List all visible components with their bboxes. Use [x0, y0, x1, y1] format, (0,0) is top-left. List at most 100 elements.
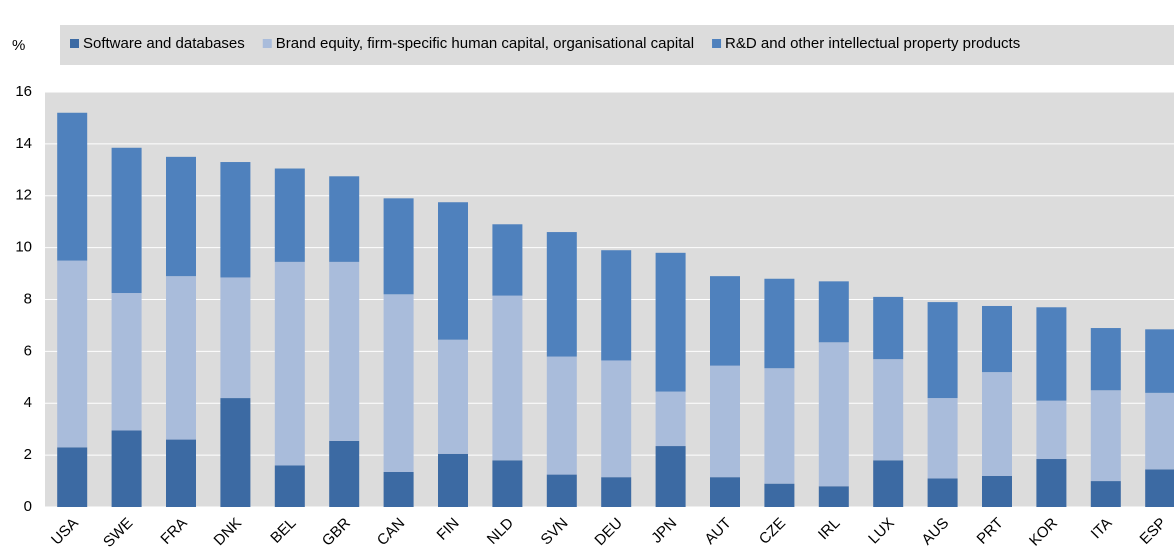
x-tick-label: ITA	[1088, 515, 1116, 543]
y-tick-label: 16	[15, 83, 32, 100]
bar-segment	[57, 260, 88, 448]
x-tick-label: CZE	[756, 515, 789, 548]
x-tick-label: LUX	[865, 515, 898, 548]
bar-segment	[1036, 307, 1067, 401]
bar-segment	[111, 293, 142, 431]
bar-segment	[873, 460, 904, 507]
bar-segment	[111, 430, 142, 507]
bar-segment	[601, 250, 632, 361]
legend-swatch	[262, 39, 272, 48]
legend-swatch	[70, 39, 79, 48]
bar-segment	[546, 232, 577, 357]
y-tick-label: 14	[15, 135, 32, 152]
bar-segment	[873, 359, 904, 461]
bar-segment	[1145, 329, 1174, 393]
bar-segment	[274, 261, 305, 466]
x-tick-label: SWE	[100, 515, 136, 549]
bar-segment	[329, 440, 360, 507]
bar-segment	[492, 224, 523, 296]
x-tick-label: PRT	[974, 515, 1007, 548]
bar-segment	[546, 474, 577, 507]
legend-label: Brand equity, firm-specific human capita…	[276, 35, 694, 52]
legend-box	[60, 25, 1174, 65]
bar-segment	[927, 398, 958, 479]
bar-segment	[329, 176, 360, 262]
bar-segment	[438, 339, 468, 454]
bar-segment	[982, 305, 1012, 373]
bar-segment	[220, 162, 251, 278]
x-tick-label: SVN	[538, 515, 572, 549]
bar-segment	[57, 112, 88, 261]
x-tick-label: BEL	[267, 515, 299, 547]
x-tick-label: DEU	[591, 515, 625, 549]
bars	[57, 112, 1174, 507]
bar-segment	[1145, 469, 1174, 507]
bar-segment	[1090, 328, 1121, 391]
legend-label: Software and databases	[83, 35, 245, 52]
bar-segment	[220, 398, 251, 507]
bar-segment	[274, 168, 305, 262]
x-tick-label: ESP	[1137, 515, 1170, 548]
bar-segment	[927, 302, 958, 399]
bar-segment	[274, 465, 305, 507]
y-axis-label: %	[12, 37, 25, 54]
bar-segment	[927, 478, 958, 507]
bar-segment	[492, 295, 523, 461]
bar-segment	[111, 147, 142, 294]
x-tick-label: CAN	[374, 515, 408, 549]
bar-segment	[492, 460, 523, 507]
x-tick-label: AUS	[918, 515, 952, 549]
x-tick-label: DNK	[211, 515, 245, 549]
bar-segment	[655, 446, 686, 507]
bar-segment	[818, 281, 849, 343]
bar-segment	[873, 296, 904, 360]
bar-segment	[601, 360, 632, 478]
bar-segment	[57, 447, 88, 507]
bar-segment	[710, 365, 740, 478]
bar-segment	[546, 356, 577, 475]
bar-segment	[1090, 390, 1121, 482]
x-tick-label: JPN	[648, 515, 680, 547]
x-tick-label: KOR	[1026, 515, 1061, 549]
bar-segment	[1145, 392, 1174, 470]
x-tick-label: NLD	[484, 515, 517, 548]
y-tick-label: 2	[24, 446, 32, 463]
bar-segment	[764, 483, 795, 507]
bar-segment	[438, 202, 468, 340]
x-tick-label: FIN	[434, 515, 463, 544]
x-tick-label: USA	[48, 515, 82, 549]
x-tick-label: GBR	[319, 515, 354, 549]
bar-segment	[166, 156, 196, 277]
bar-segment	[655, 391, 686, 447]
bar-segment	[383, 198, 414, 295]
y-tick-label: 0	[24, 498, 32, 515]
bar-segment	[818, 486, 849, 507]
bar-segment	[1036, 459, 1067, 507]
bar-segment	[818, 342, 849, 487]
bar-segment	[329, 261, 360, 441]
bar-segment	[383, 471, 414, 507]
legend-label: R&D and other intellectual property prod…	[725, 35, 1020, 52]
bar-segment	[220, 277, 251, 399]
bar-segment	[166, 439, 196, 507]
bar-segment	[764, 278, 795, 369]
x-tick-label: FRA	[157, 515, 190, 548]
x-tick-label: IRL	[815, 515, 844, 544]
y-tick-label: 10	[15, 239, 32, 256]
y-tick-label: 4	[24, 394, 32, 411]
bar-segment	[710, 477, 740, 507]
legend-swatch	[712, 39, 722, 48]
bar-segment	[438, 453, 468, 507]
bar-segment	[383, 294, 414, 472]
y-tick-label: 12	[15, 187, 32, 204]
bar-segment	[601, 477, 632, 507]
y-tick-label: 8	[24, 290, 32, 307]
bar-segment	[166, 276, 196, 440]
bar-segment	[1090, 481, 1121, 507]
bar-segment	[710, 276, 740, 366]
bar-segment	[764, 368, 795, 484]
bar-segment	[1036, 400, 1067, 460]
x-tick-label: AUT	[701, 515, 734, 548]
y-tick-label: 6	[24, 342, 32, 359]
